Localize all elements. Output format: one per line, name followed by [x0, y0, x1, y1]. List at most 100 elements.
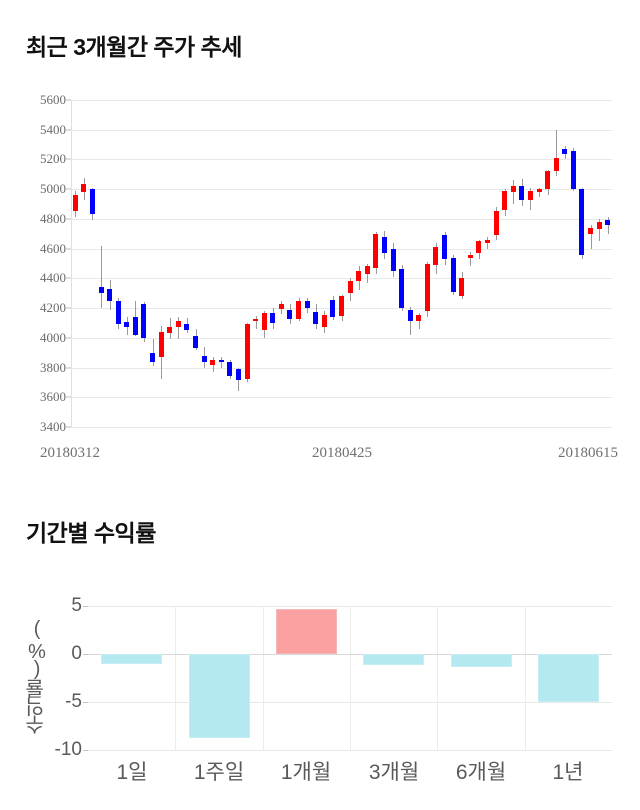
y-tick-label: 4000	[40, 329, 66, 345]
gridline	[71, 100, 612, 101]
candle-body	[416, 314, 421, 322]
candle-body	[562, 149, 567, 154]
candle-body	[511, 186, 516, 193]
y-tick-label: 4800	[40, 210, 66, 226]
candle-wick	[591, 224, 592, 249]
candle-body	[210, 360, 215, 365]
candle-body	[502, 190, 507, 210]
candle-body	[399, 269, 404, 309]
candle-body	[73, 195, 78, 212]
candle-body	[193, 335, 198, 349]
y-tick-mark	[83, 606, 88, 607]
y-tick-label: 3800	[40, 359, 66, 375]
y-tick-label: 3400	[40, 419, 66, 434]
y-tick-mark	[66, 99, 71, 101]
zero-baseline	[88, 654, 612, 655]
return-bar	[538, 654, 599, 702]
candle-body	[124, 322, 129, 327]
candle-body	[391, 248, 396, 271]
candle-body	[253, 319, 258, 322]
price-plot-area	[71, 100, 612, 427]
candle-body	[494, 211, 499, 236]
candle-wick	[213, 357, 214, 372]
candle-body	[528, 190, 533, 200]
y-tick-label: -5	[65, 691, 82, 712]
return-bar	[276, 608, 337, 654]
price-candlestick-chart: 5600 5400 5200 5000 4800 4600 4400 4200 4000 3800…	[0, 80, 640, 470]
candle-body	[537, 189, 542, 193]
gridline	[71, 367, 612, 369]
candle-body	[322, 314, 327, 328]
candle-body	[605, 220, 610, 225]
y-tick-mark	[66, 158, 71, 160]
return-bar	[363, 654, 424, 665]
return-bar	[451, 654, 512, 668]
candle-wick	[101, 245, 102, 309]
candle-body	[382, 236, 387, 254]
gridline	[71, 159, 612, 161]
candle-body	[159, 331, 164, 358]
candle-body	[184, 323, 189, 330]
candle-body	[433, 247, 438, 265]
y-tick-mark	[66, 396, 71, 398]
category-label: 1개월	[280, 761, 332, 784]
candle-wick	[539, 187, 540, 197]
gridline	[71, 427, 612, 428]
y-tick-label: -10	[54, 739, 82, 760]
candle-wick	[221, 357, 222, 368]
candle-body	[296, 301, 301, 320]
x-tick-label: 20180312	[40, 445, 100, 461]
candle-wick	[513, 180, 514, 205]
candle-body	[90, 189, 95, 215]
candle-body	[279, 303, 284, 309]
y-tick-label: 4600	[40, 240, 66, 256]
y-tick-mark	[66, 337, 71, 339]
period-return-bar-chart: 수익률(%) 5 0 -5 -10 1일 1주일 1개월 3개월 6개월 1년	[0, 560, 640, 810]
x-tick-label: 20180615	[558, 445, 618, 461]
candle-body	[373, 233, 378, 268]
candle-body	[554, 157, 559, 172]
candle-wick	[599, 218, 600, 242]
candle-body	[176, 321, 181, 328]
candle-body	[579, 189, 584, 255]
candle-body	[330, 299, 335, 317]
gridline	[71, 248, 612, 250]
candle-body	[305, 300, 310, 309]
candle-body	[116, 300, 121, 325]
y-tick-mark	[66, 277, 71, 279]
y-tick-mark	[83, 750, 88, 751]
category-label: 3개월	[368, 761, 420, 784]
candle-body	[202, 355, 207, 363]
y-tick-mark	[66, 129, 71, 131]
candle-body	[442, 235, 447, 260]
candle-body	[167, 326, 172, 334]
candle-body	[107, 288, 112, 301]
candle-body	[348, 281, 353, 294]
return-plot-area	[88, 606, 612, 750]
candle-body	[356, 270, 361, 282]
candle-body	[287, 309, 292, 320]
y-tick-mark	[66, 426, 71, 428]
candle-wick	[178, 317, 179, 340]
gridline-vertical	[350, 606, 351, 750]
candle-body	[270, 312, 275, 323]
gridline	[71, 337, 612, 339]
return-y-axis-label: 수익률(%)	[26, 621, 48, 735]
gridline-vertical	[437, 606, 438, 750]
candle-body	[425, 263, 430, 312]
y-tick-label: 5000	[40, 181, 66, 197]
y-tick-mark	[83, 702, 88, 703]
price-y-axis-line	[71, 100, 72, 427]
y-tick-mark	[66, 248, 71, 250]
gridline	[71, 129, 612, 131]
candle-wick	[556, 129, 557, 176]
candle-body	[545, 171, 550, 190]
x-tick-label: 20180425	[312, 445, 372, 461]
candle-body	[150, 352, 155, 362]
candle-body	[519, 186, 524, 200]
y-tick-label: 5600	[40, 92, 66, 107]
candle-body	[236, 369, 241, 381]
candle-wick	[487, 236, 488, 249]
candle-body	[451, 257, 456, 292]
candle-body	[219, 360, 224, 363]
